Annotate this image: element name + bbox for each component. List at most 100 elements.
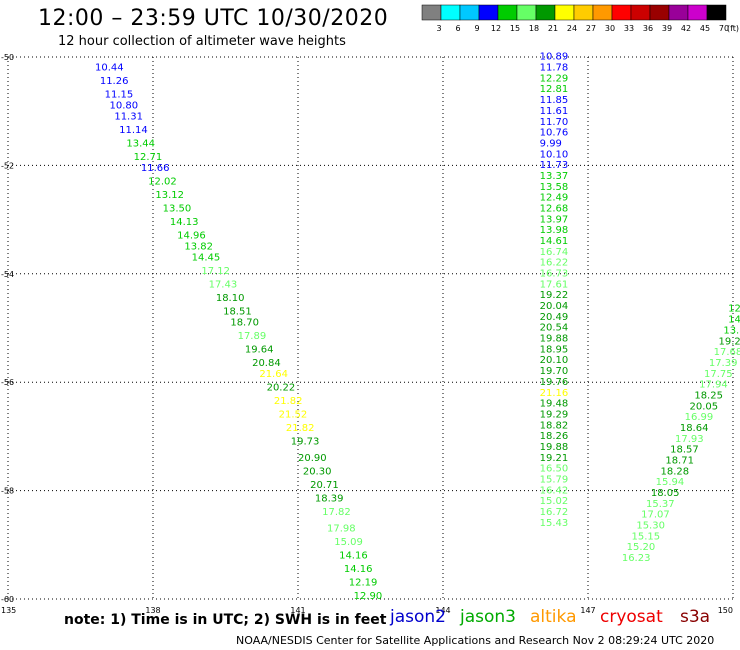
x-tick-label: 144 <box>435 606 450 615</box>
colorbar-unit: (ft) <box>727 24 739 33</box>
swh-value-label: 18.71 <box>665 456 694 467</box>
colorbar-tick-label: 12 <box>491 24 501 33</box>
swh-value-label: 19.70 <box>540 366 569 377</box>
colorbar-tick-label: 3 <box>436 24 441 33</box>
swh-value-label: 11.66 <box>141 163 170 174</box>
swh-value-label: 12.19 <box>349 577 378 588</box>
swh-value-label: 17.07 <box>641 510 670 521</box>
colorbar-tick-label: 21 <box>548 24 558 33</box>
colorbar-swatch <box>592 4 613 21</box>
colorbar-swatch <box>535 4 556 21</box>
y-tick-label: -60 <box>1 595 14 604</box>
swh-value-label: 10.76 <box>540 128 569 139</box>
colorbar-tick-label: 42 <box>681 24 691 33</box>
pass-id-label: 1323 <box>0 0 36 4</box>
swh-value-label: 19.64 <box>245 344 274 355</box>
x-tick-label: 150 <box>718 606 733 615</box>
x-tick-label: 141 <box>290 606 305 615</box>
swh-value-label: 18.26 <box>540 431 569 442</box>
swh-value-label: 14.16 <box>344 564 373 575</box>
swh-value-label: 17.89 <box>238 331 267 342</box>
swh-value-label: 20.90 <box>298 453 327 464</box>
colorbar-swatch <box>573 4 594 21</box>
colorbar-swatch <box>516 4 537 21</box>
swh-value-label: 19.20 <box>719 336 740 347</box>
swh-value-label: 15.09 <box>334 537 363 548</box>
swh-value-label: 20.10 <box>540 355 569 366</box>
swh-value-label: 19.22 <box>540 290 569 301</box>
colorbar-tick-label: 36 <box>643 24 653 33</box>
swh-value-label: 17.75 <box>704 369 733 380</box>
swh-value-label: 12.02 <box>148 176 177 187</box>
swh-value-label: 21.64 <box>259 369 288 380</box>
y-tick-label: -58 <box>1 487 14 496</box>
swh-value-label: 12.49 <box>540 193 569 204</box>
swh-value-label: 21.16 <box>540 388 569 399</box>
satellite-legend-cryosat: cryosat <box>600 607 663 627</box>
swh-value-label: 20.49 <box>540 312 569 323</box>
swh-value-label: 15.30 <box>636 521 665 532</box>
swh-value-label: 11.85 <box>540 95 569 106</box>
colorbar-tick-label: 24 <box>567 24 577 33</box>
chart-subtitle: 12 hour collection of altimeter wave hei… <box>58 34 346 49</box>
swh-value-label: 16.42 <box>540 485 569 496</box>
swh-value-label: 14.45 <box>192 252 221 263</box>
swh-value-label: 18.95 <box>540 344 569 355</box>
colorbar-swatch <box>611 4 632 21</box>
swh-value-label: 14.16 <box>339 550 368 561</box>
swh-value-label: 21.52 <box>279 409 308 420</box>
swh-value-label: 18.28 <box>661 466 690 477</box>
swh-value-label: 13.44 <box>126 138 155 149</box>
swh-value-label: 12.68 <box>540 203 569 214</box>
swh-value-label: 18.82 <box>540 420 569 431</box>
swh-value-label: 17.94 <box>699 380 728 391</box>
y-tick-label: -52 <box>1 161 14 170</box>
pass-id-label: 1324 <box>0 0 36 4</box>
swh-value-label: 21.82 <box>286 423 315 434</box>
satellite-legend-s3a: s3a <box>680 607 711 627</box>
swh-value-label: 20.84 <box>252 358 281 369</box>
swh-value-label: 15.15 <box>632 531 661 542</box>
pass-id-label: 2107 <box>0 0 36 4</box>
swh-value-label: 17.43 <box>209 279 238 290</box>
swh-value-label: 13.8 <box>723 325 740 336</box>
pass-id-label: 2106 <box>0 0 36 4</box>
satellite-legend-jason3: jason3 <box>460 607 516 627</box>
colorbar-tick-label: 39 <box>662 24 672 33</box>
colorbar-swatch <box>649 4 670 21</box>
swh-value-label: 18.64 <box>680 423 709 434</box>
swh-value-label: 19.21 <box>540 453 569 464</box>
swh-value-label: 18.39 <box>315 493 344 504</box>
swh-value-label: 18.10 <box>216 293 245 304</box>
swh-value-label: 16.72 <box>540 507 569 518</box>
swh-value-label: 12.71 <box>134 152 163 163</box>
swh-value-label: 11.70 <box>540 117 569 128</box>
pass-id-label: 2106 <box>0 0 36 4</box>
swh-value-label: 20.22 <box>267 382 296 393</box>
swh-value-label: 9.99 <box>540 138 562 149</box>
colorbar-swatch <box>687 4 708 21</box>
pass-id-label: 2104 <box>0 0 36 4</box>
swh-value-label: 13.50 <box>163 203 192 214</box>
swh-value-label: 21.82 <box>274 396 303 407</box>
swh-value-label: 18.05 <box>651 488 680 499</box>
swh-value-label: 11.26 <box>100 76 129 87</box>
satellite-legend-altika: altika <box>530 607 577 627</box>
colorbar-tick-label: 9 <box>474 24 479 33</box>
swh-value-label: 18.70 <box>230 317 259 328</box>
colorbar-swatch <box>668 4 689 21</box>
pass-labels: 132513241323210721062106231221052104 <box>0 0 36 4</box>
pass-id-label: 2312 <box>0 0 36 4</box>
plot-grid <box>7 56 734 600</box>
swh-value-label: 15.79 <box>540 474 569 485</box>
swh-value-label: 17.68 <box>714 347 740 358</box>
swh-value-label: 15.02 <box>540 496 569 507</box>
swh-value-label: 20.71 <box>310 480 339 491</box>
colorbar: 3 6 9 12 15 18 21 24 27 30 33 36 39 42 45 70(ft) <box>421 4 739 33</box>
colorbar-swatch <box>440 4 461 21</box>
swh-value-label: 15.94 <box>656 477 685 488</box>
colorbar-tick-label: 70 <box>719 24 729 33</box>
x-tick-label: 138 <box>145 606 160 615</box>
